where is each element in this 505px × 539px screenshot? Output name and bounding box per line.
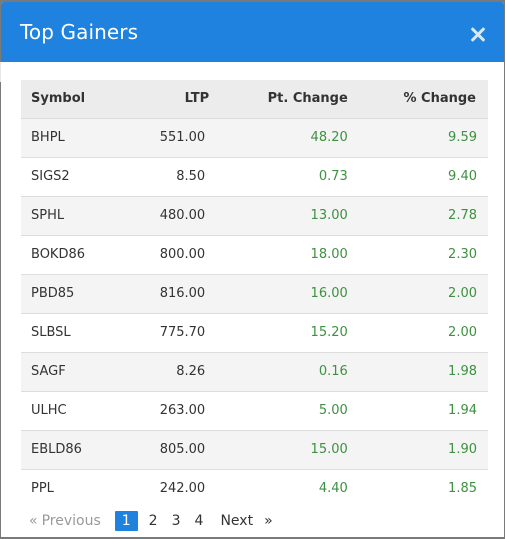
next-button[interactable]: Next	[220, 513, 254, 529]
cell-symbol: BHPL	[31, 130, 65, 145]
cell-symbol: SIGS2	[31, 169, 70, 184]
page-button-4[interactable]: 4	[194, 513, 204, 529]
header-pct-change[interactable]: % Change	[403, 91, 477, 107]
cell-pct-change: 1.98	[448, 364, 477, 379]
cell-pt-change: 15.00	[310, 442, 348, 457]
cell-pt-change: 4.40	[318, 481, 348, 497]
cell-ltp: 8.26	[176, 364, 206, 379]
table-row: PBD85 816.00 16.00 2.00	[21, 274, 488, 313]
cell-ltp: 263.00	[159, 403, 206, 418]
cell-ltp: 480.00	[159, 208, 206, 223]
cell-pct-change: 9.40	[448, 169, 477, 184]
prev-arrow-icon: «	[29, 513, 38, 529]
cell-pt-change: 5.00	[318, 403, 348, 418]
header-symbol[interactable]: Symbol	[31, 91, 86, 107]
cell-ltp: 800.00	[159, 247, 206, 262]
cell-pt-change: 13.00	[310, 208, 348, 223]
table-row: BOKD86 800.00 18.00 2.30	[21, 235, 488, 274]
cell-ltp: 551.00	[159, 130, 206, 145]
cell-pct-change: 1.94	[448, 403, 477, 418]
cell-pct-change: 2.30	[448, 247, 477, 262]
table-row: ULHC 263.00 5.00 1.94	[21, 391, 488, 430]
cell-symbol: PPL	[31, 481, 54, 497]
page-button-3[interactable]: 3	[171, 513, 181, 529]
cell-pt-change: 18.00	[310, 247, 348, 262]
gainers-table: Symbol LTP Pt. Change % Change BHPL 551.…	[21, 80, 488, 508]
cell-ltp: 816.00	[159, 286, 206, 301]
gainers-table-wrapper: Symbol LTP Pt. Change % Change BHPL 551.…	[21, 80, 488, 508]
page-button-1[interactable]: 1	[114, 511, 138, 531]
page-button-2[interactable]: 2	[148, 513, 158, 529]
cell-pt-change: 0.73	[318, 169, 348, 184]
cell-pct-change: 2.00	[448, 286, 477, 301]
table-row: SLBSL 775.70 15.20 2.00	[21, 313, 488, 352]
table-row: SPHL 480.00 13.00 2.78	[21, 196, 488, 235]
cell-ltp: 8.50	[176, 169, 206, 184]
close-icon[interactable]	[468, 24, 488, 44]
cell-symbol: EBLD86	[31, 442, 82, 457]
cell-pct-change: 2.00	[448, 325, 477, 340]
cell-symbol: BOKD86	[31, 247, 85, 262]
cell-pct-change: 2.78	[448, 208, 477, 223]
cell-symbol: ULHC	[31, 403, 67, 418]
cell-symbol: SAGF	[31, 364, 66, 379]
cell-ltp: 242.00	[159, 481, 206, 497]
cell-ltp: 805.00	[159, 442, 206, 457]
cell-pt-change: 16.00	[310, 286, 348, 301]
table-row: SAGF 8.26 0.16 1.98	[21, 352, 488, 391]
cell-pct-change: 1.85	[448, 481, 477, 497]
cell-symbol: SLBSL	[31, 325, 71, 340]
cell-pt-change: 15.20	[310, 325, 348, 340]
modal-header: Top Gainers	[1, 2, 504, 62]
table-row: SIGS2 8.50 0.73 9.40	[21, 157, 488, 196]
cell-ltp: 775.70	[159, 325, 206, 340]
table-row: EBLD86 805.00 15.00 1.90	[21, 430, 488, 469]
cell-pct-change: 9.59	[448, 130, 477, 145]
table-header-row: Symbol LTP Pt. Change % Change	[21, 80, 488, 118]
header-pt-change[interactable]: Pt. Change	[267, 91, 348, 107]
cell-pt-change: 48.20	[310, 130, 348, 145]
modal-title: Top Gainers	[20, 20, 139, 44]
previous-button: Previous	[41, 513, 101, 529]
cell-pt-change: 0.16	[318, 364, 348, 379]
cell-symbol: PBD85	[31, 286, 75, 301]
header-ltp[interactable]: LTP	[184, 91, 210, 107]
pagination: « Previous 1 2 3 4 Next »	[29, 509, 273, 533]
cell-pct-change: 1.90	[448, 442, 477, 457]
table-row: BHPL 551.00 48.20 9.59	[21, 118, 488, 157]
table-row: PPL 242.00 4.40 1.85	[21, 469, 488, 508]
next-arrow-icon[interactable]: »	[264, 513, 273, 529]
cell-symbol: SPHL	[31, 208, 65, 223]
